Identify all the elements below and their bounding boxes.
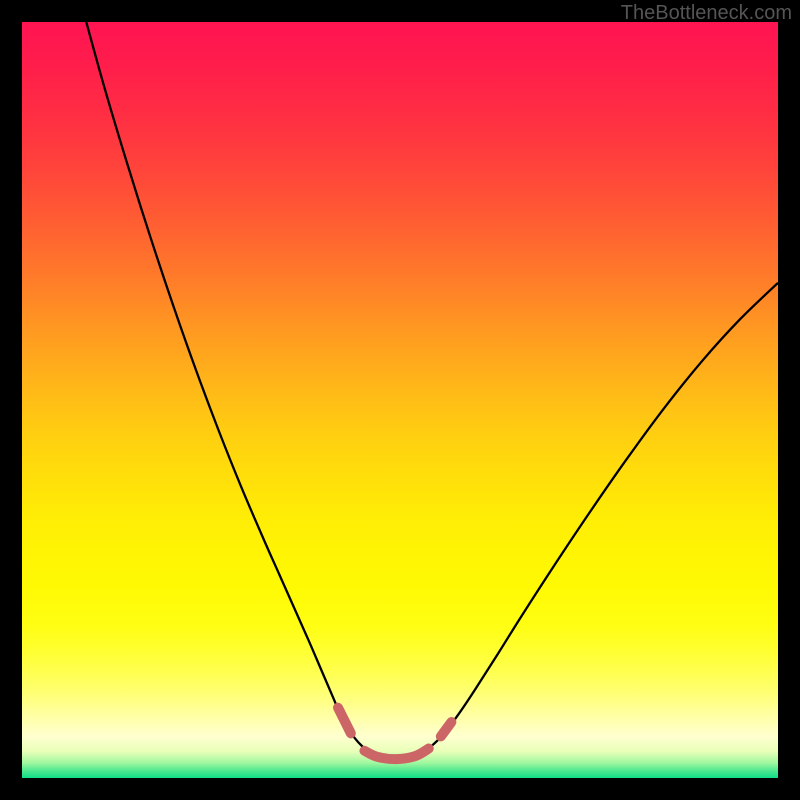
bottleneck-curve-chart [22, 22, 778, 778]
gradient-background [22, 22, 778, 778]
plot-area [22, 22, 778, 778]
chart-frame: TheBottleneck.com [0, 0, 800, 800]
